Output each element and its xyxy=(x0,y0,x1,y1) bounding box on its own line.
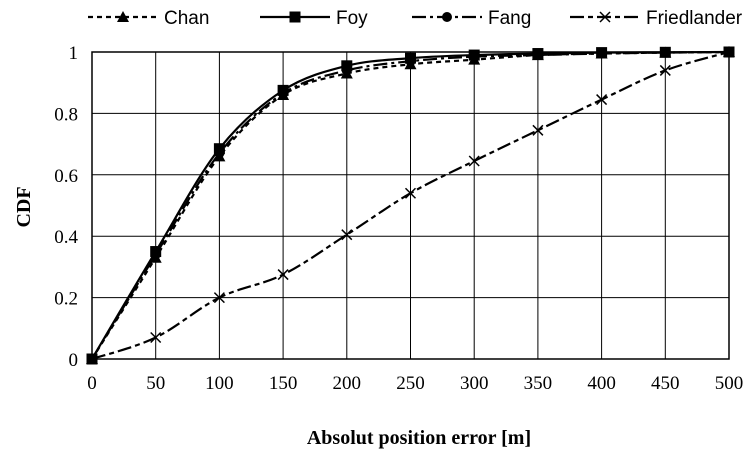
data-point-friedlander xyxy=(532,124,544,136)
legend-marker-foy xyxy=(289,11,301,23)
legend: Chan Foy Fang Friedlander xyxy=(88,8,743,29)
legend-item-chan: Chan xyxy=(88,8,209,29)
series-group xyxy=(86,46,735,365)
y-tick-label: 0.6 xyxy=(54,166,78,187)
x-tick-label: 300 xyxy=(460,373,489,394)
data-point-friedlander xyxy=(341,229,353,241)
data-point-fang xyxy=(596,48,607,59)
y-tick-label: 1 xyxy=(69,43,79,64)
data-point-friedlander xyxy=(468,155,480,167)
x-tick-label: 450 xyxy=(651,373,680,394)
x-tick-label: 250 xyxy=(396,373,425,394)
data-point-fang xyxy=(214,148,225,159)
y-tick-label: 0.2 xyxy=(54,289,78,310)
series-friedlander xyxy=(86,46,735,365)
x-tick-label: 0 xyxy=(87,373,97,394)
data-point-friedlander xyxy=(404,187,417,199)
data-point-fang xyxy=(405,56,416,67)
legend-marker-fang xyxy=(442,12,452,22)
y-tick-label: 0.8 xyxy=(54,104,78,125)
legend-marker-chan xyxy=(117,11,129,22)
legend-label-chan: Chan xyxy=(164,8,209,29)
data-point-fang xyxy=(341,65,352,76)
x-tick-label: 400 xyxy=(587,373,616,394)
data-point-friedlander xyxy=(723,46,735,58)
data-point-fang xyxy=(532,50,543,61)
data-point-fang xyxy=(469,51,480,62)
x-tick-label: 500 xyxy=(715,373,744,394)
legend-item-fang: Fang xyxy=(412,8,531,29)
data-point-friedlander xyxy=(277,269,289,281)
data-point-fang xyxy=(150,249,161,260)
x-tick-label: 50 xyxy=(146,373,165,394)
data-point-friedlander xyxy=(86,353,98,365)
data-point-friedlander xyxy=(659,64,671,76)
data-point-friedlander xyxy=(596,94,608,106)
x-tick-label: 100 xyxy=(205,373,234,394)
x-axis-title: Absolut position error [m] xyxy=(307,427,531,449)
y-axis-title: CDF xyxy=(13,186,35,227)
y-axis-ticks: 0 0.2 0.4 0.6 0.8 1 xyxy=(54,43,78,371)
data-point-fang xyxy=(660,47,671,58)
legend-item-foy: Foy xyxy=(260,8,368,29)
x-tick-label: 150 xyxy=(269,373,298,394)
legend-label-foy: Foy xyxy=(336,8,368,29)
data-point-friedlander xyxy=(213,292,225,304)
legend-label-fang: Fang xyxy=(488,8,531,29)
plot-area-frame xyxy=(91,51,730,360)
x-tick-label: 350 xyxy=(524,373,553,394)
y-tick-label: 0.4 xyxy=(54,227,78,248)
legend-marker-friedlander xyxy=(599,11,611,23)
data-point-friedlander xyxy=(150,331,162,344)
x-tick-label: 200 xyxy=(333,373,362,394)
legend-label-friedlander: Friedlander xyxy=(646,8,743,29)
data-point-fang xyxy=(278,88,289,99)
y-tick-label: 0 xyxy=(69,350,79,371)
x-axis-ticks: 0 50 100 150 200 250 300 350 400 450 500 xyxy=(87,373,743,394)
legend-item-friedlander: Friedlander xyxy=(570,8,743,29)
